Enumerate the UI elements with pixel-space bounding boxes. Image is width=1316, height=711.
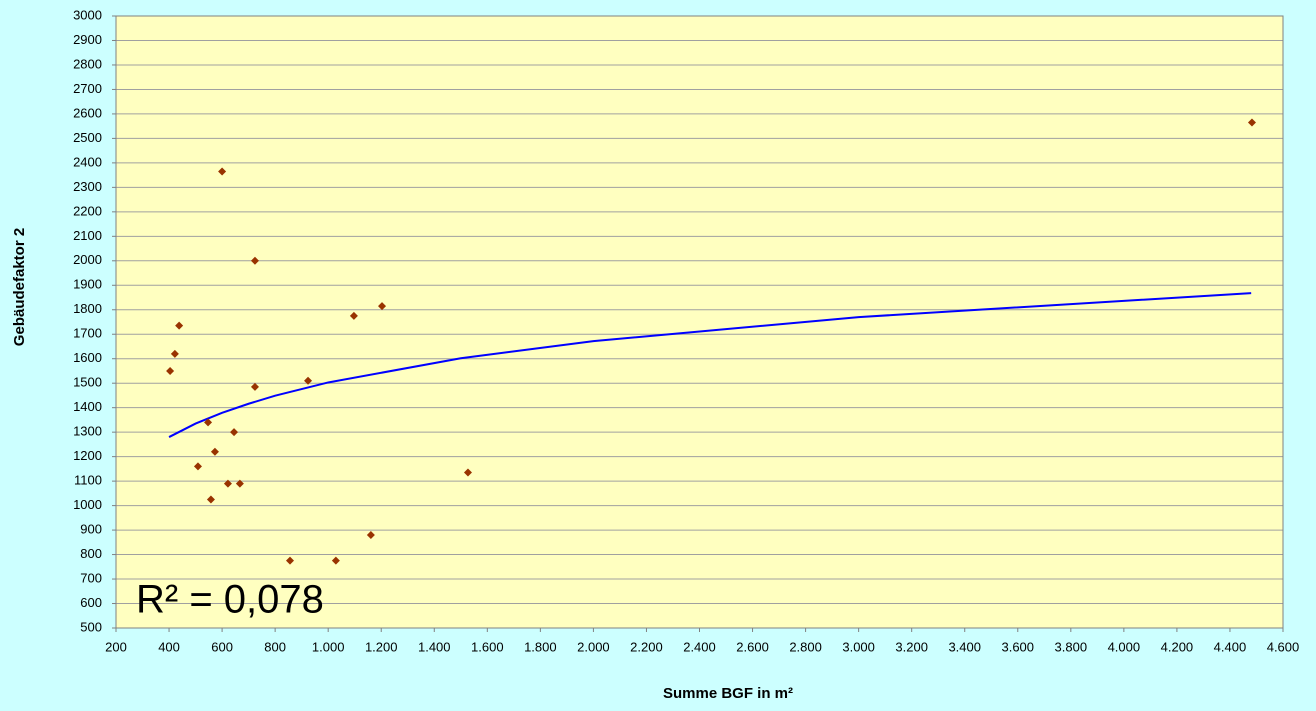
point: [250, 382, 259, 391]
x-axis-title: Summe BGF in m²: [663, 685, 793, 702]
y-tick-label: 600: [80, 595, 102, 610]
point: [304, 376, 313, 385]
x-tick-label: 3.000: [842, 639, 875, 654]
point: [331, 556, 340, 565]
y-tick-label: 1900: [73, 277, 102, 292]
y-tick-label: 2300: [73, 179, 102, 194]
point: [366, 530, 375, 539]
y-tick-label: 1100: [74, 473, 102, 488]
y-tick-label: 1800: [73, 301, 102, 316]
y-tick-label: 2200: [73, 203, 102, 218]
x-tick-label: 1.400: [418, 639, 451, 654]
x-tick-label: 3.800: [1055, 639, 1088, 654]
point: [193, 462, 202, 471]
point: [378, 302, 387, 311]
plot-area: [115, 15, 1284, 629]
point: [235, 479, 244, 488]
y-tick-label: 1300: [73, 424, 102, 439]
y-tick-label: 2000: [73, 252, 102, 267]
point: [170, 349, 179, 358]
x-tick-label: 1.800: [524, 639, 557, 654]
point: [204, 418, 213, 427]
y-tick-label: 1500: [73, 375, 102, 390]
y-tick-label: 700: [80, 570, 102, 585]
x-tick-label: 2.400: [683, 639, 716, 654]
y-tick-label: 1000: [73, 497, 102, 512]
x-tick-label: 3.600: [1001, 639, 1034, 654]
point: [210, 447, 219, 456]
x-tick-label: 1.600: [471, 639, 504, 654]
point: [349, 311, 358, 320]
x-tick-label: 4.400: [1214, 639, 1247, 654]
y-tick-label: 2800: [73, 56, 102, 71]
point: [1247, 118, 1256, 127]
trend-line: [168, 292, 1252, 438]
y-tick-label: 2400: [73, 154, 102, 169]
x-tick-label: 200: [105, 639, 127, 654]
x-tick-label: 2.800: [789, 639, 822, 654]
plot-border: [115, 15, 1284, 629]
x-tick-label: 3.200: [895, 639, 928, 654]
x-tick-label: 800: [264, 639, 286, 654]
point: [285, 556, 294, 565]
y-tick-label: 1700: [73, 326, 102, 341]
y-tick-label: 2600: [73, 105, 102, 120]
y-tick-label: 2900: [73, 32, 102, 47]
y-tick-label: 1600: [73, 350, 102, 365]
point: [206, 495, 215, 504]
x-tick-label: 2.600: [736, 639, 769, 654]
x-tick-label: 1.000: [312, 639, 345, 654]
y-tick-label: 2500: [73, 130, 102, 145]
annotation: R² = 0,078: [136, 578, 324, 622]
y-tick-label: 2100: [73, 228, 102, 243]
x-tick-label: 400: [158, 639, 180, 654]
x-tick-label: 4.000: [1108, 639, 1141, 654]
x-tick-label: 4.200: [1161, 639, 1194, 654]
point: [175, 321, 184, 330]
point: [218, 167, 227, 176]
y-tick-label: 500: [80, 619, 102, 634]
point: [250, 256, 259, 265]
point: [223, 479, 232, 488]
x-tick-label: 4.600: [1267, 639, 1300, 654]
point: [230, 428, 239, 437]
x-tick-label: 600: [211, 639, 233, 654]
y-tick-label: 2700: [73, 81, 102, 96]
x-tick-label: 1.200: [365, 639, 398, 654]
y-axis-title: Gebäudefaktor 2: [11, 228, 28, 346]
x-tick-label: 2.000: [577, 639, 610, 654]
x-tick-label: 2.200: [630, 639, 663, 654]
point: [463, 468, 472, 477]
y-tick-label: 900: [80, 522, 102, 537]
y-tick-label: 1200: [73, 448, 102, 463]
y-tick-label: 800: [80, 546, 102, 561]
point: [166, 366, 175, 375]
y-tick-label: 1400: [73, 399, 102, 414]
y-tick-label: 3000: [73, 7, 102, 22]
x-tick-label: 3.400: [948, 639, 981, 654]
